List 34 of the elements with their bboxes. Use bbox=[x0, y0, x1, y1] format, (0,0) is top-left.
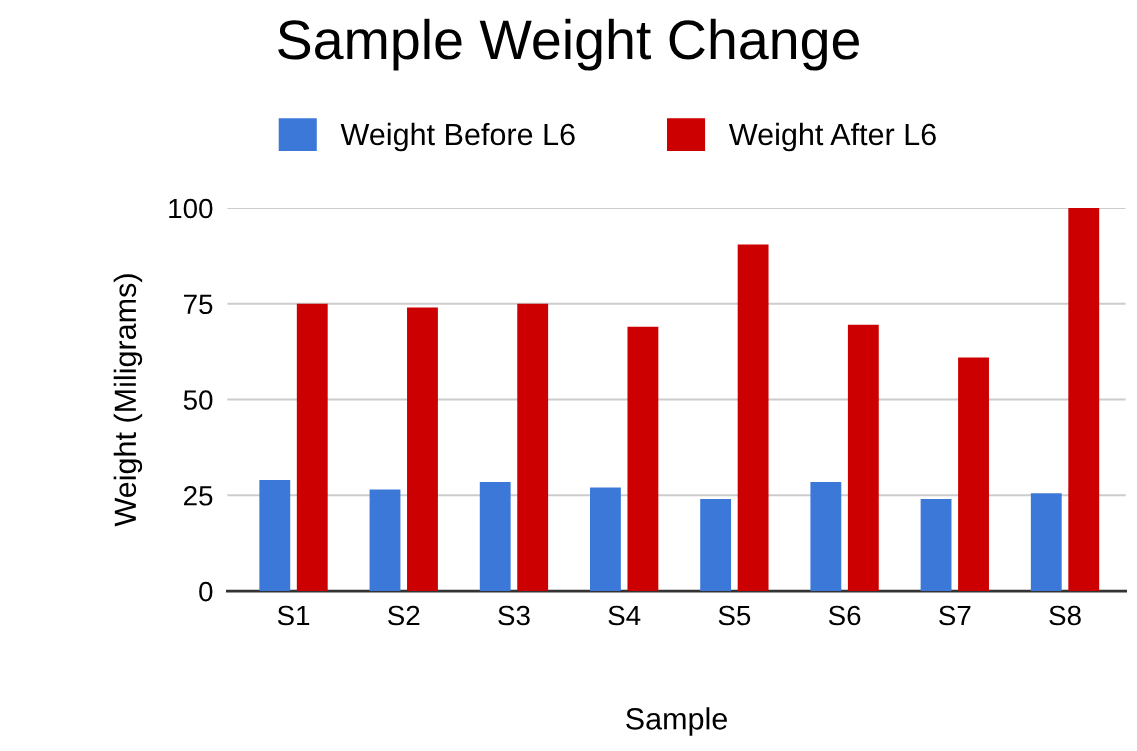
y-tick-label: 100 bbox=[169, 198, 213, 219]
bar bbox=[920, 499, 952, 592]
y-axis-title: Weight (Miligrams) bbox=[113, 274, 143, 527]
x-tick-label: S6 bbox=[828, 605, 861, 626]
bar bbox=[1068, 208, 1100, 592]
bar bbox=[517, 303, 549, 592]
y-tick-label: 0 bbox=[199, 581, 213, 602]
x-tick-label: S1 bbox=[277, 605, 310, 626]
legend-label: Weight Before L6 bbox=[340, 122, 575, 152]
bar bbox=[1030, 493, 1062, 592]
y-tick-label: 50 bbox=[183, 390, 213, 410]
x-tick-label: S8 bbox=[1049, 605, 1081, 626]
bar bbox=[810, 481, 842, 592]
chart-title: Sample Weight Change bbox=[278, 18, 859, 71]
bar bbox=[369, 489, 401, 592]
bar bbox=[590, 487, 621, 592]
bar bbox=[737, 244, 769, 592]
bar bbox=[700, 499, 732, 592]
legend-label: Weight After L6 bbox=[728, 122, 936, 152]
bar bbox=[407, 307, 438, 592]
bar bbox=[627, 326, 659, 592]
y-tick-label: 25 bbox=[184, 485, 213, 506]
x-tick-label: S4 bbox=[608, 605, 641, 626]
bar bbox=[259, 479, 291, 592]
bar bbox=[296, 303, 328, 592]
bar bbox=[847, 324, 879, 592]
x-tick-label: S2 bbox=[388, 605, 420, 626]
y-tick-label: 75 bbox=[184, 294, 213, 315]
x-tick-label: S5 bbox=[718, 605, 751, 626]
x-tick-label: S3 bbox=[498, 605, 530, 626]
x-axis-title: Sample bbox=[626, 707, 727, 736]
bar bbox=[958, 357, 989, 592]
x-tick-label: S7 bbox=[939, 605, 971, 626]
bar bbox=[479, 481, 511, 592]
